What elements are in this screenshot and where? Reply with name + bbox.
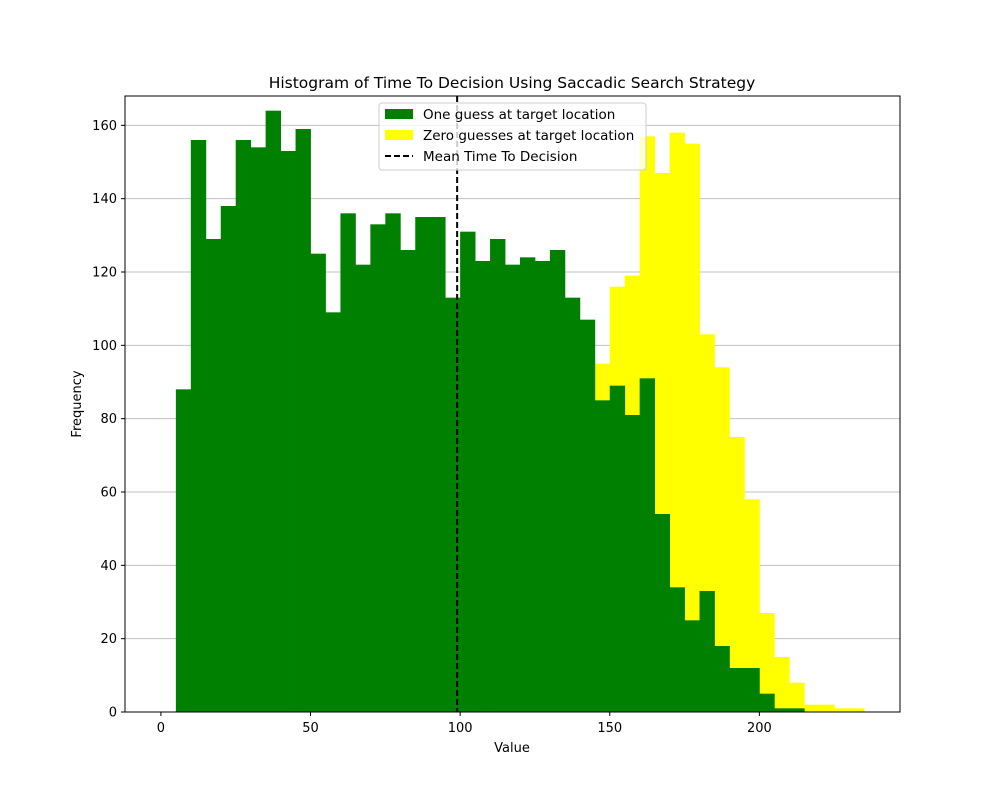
histogram-bar xyxy=(624,415,641,712)
histogram-bar xyxy=(564,297,581,712)
legend-label-zero-guesses: Zero guesses at target location xyxy=(423,128,634,144)
histogram-bar xyxy=(699,591,715,712)
histogram-bar xyxy=(759,693,775,712)
histogram-bar xyxy=(310,253,326,712)
legend: One guess at target location Zero guesse… xyxy=(378,102,647,171)
histogram-bar xyxy=(505,264,521,712)
histogram-bar xyxy=(804,704,820,712)
histogram-bar xyxy=(355,264,371,712)
y-tick-label: 60 xyxy=(100,486,117,501)
histogram-bar xyxy=(295,129,311,712)
histogram-bar xyxy=(220,206,237,712)
x-tick-label: 100 xyxy=(448,721,473,736)
legend-label-one-guess: One guess at target location xyxy=(423,107,615,123)
histogram-bar xyxy=(789,682,805,712)
histogram-bar xyxy=(280,151,296,712)
chart-title: Histogram of Time To Decision Using Sacc… xyxy=(269,74,756,92)
y-tick-label: 0 xyxy=(109,706,117,721)
histogram-bar xyxy=(729,668,745,712)
histogram-bar xyxy=(669,132,685,712)
histogram-bar xyxy=(490,239,506,712)
histogram-bar xyxy=(609,385,626,712)
histogram-bar xyxy=(250,147,267,713)
histogram-bar xyxy=(235,140,252,712)
histogram-bar xyxy=(774,657,790,712)
plot-frame xyxy=(124,95,901,713)
y-tick-label: 20 xyxy=(100,632,117,647)
histogram-bar xyxy=(639,378,656,712)
histogram-bar xyxy=(534,261,551,712)
histogram-bar xyxy=(519,257,536,712)
x-tick-label: 150 xyxy=(597,721,622,736)
legend-label-mean-line: Mean Time To Decision xyxy=(423,149,577,165)
histogram-bar xyxy=(400,250,416,712)
histogram-bar xyxy=(430,217,446,712)
histogram-bar xyxy=(205,239,222,712)
x-tick-label: 50 xyxy=(302,721,319,736)
legend-box xyxy=(378,102,647,171)
histogram-bar xyxy=(175,389,192,712)
histogram-bar xyxy=(460,231,476,712)
histogram-bar xyxy=(325,312,341,712)
histogram-bar xyxy=(654,514,670,712)
x-tick-label: 200 xyxy=(747,721,772,736)
histogram-bar xyxy=(849,708,865,712)
histogram-bars xyxy=(175,110,865,713)
x-tick-label: 0 xyxy=(157,721,165,736)
histogram-bar xyxy=(579,319,596,712)
histogram-bar xyxy=(744,499,760,712)
histogram-bar xyxy=(669,587,685,712)
histogram-bar xyxy=(475,261,491,712)
histogram-bar xyxy=(190,140,207,712)
legend-swatch-one-guess xyxy=(385,109,413,119)
histogram-bar xyxy=(774,708,790,712)
y-tick-label: 100 xyxy=(92,339,117,354)
histogram-bar xyxy=(370,224,386,713)
y-tick-label: 120 xyxy=(92,266,117,281)
y-tick-label: 140 xyxy=(92,192,117,207)
histogram-bar xyxy=(729,437,745,712)
histogram-bar xyxy=(744,668,760,712)
histogram-bar xyxy=(385,213,401,713)
histogram-bar xyxy=(340,213,356,713)
histogram-bar xyxy=(789,708,805,712)
y-axis-label: Frequency xyxy=(70,370,85,437)
y-tick-label: 40 xyxy=(100,559,117,574)
histogram-bar xyxy=(834,708,850,712)
histogram-bar xyxy=(549,250,566,712)
histogram-bar xyxy=(684,143,700,712)
histogram-bar xyxy=(714,646,730,712)
histogram-bar xyxy=(445,297,461,712)
histogram-bar xyxy=(759,613,775,712)
x-axis-ticks: 0 50 100 150 200 xyxy=(157,712,772,736)
histogram-bar xyxy=(415,217,431,712)
y-axis-ticks: 0 20 40 60 80 100 120 140 160 xyxy=(92,119,125,721)
histogram-bar xyxy=(819,704,835,712)
histogram-bar xyxy=(714,367,730,712)
x-axis-label: Value xyxy=(494,741,530,756)
histogram-bar xyxy=(594,400,611,712)
series-one-guess xyxy=(175,110,805,713)
histogram-bar xyxy=(265,110,281,712)
legend-swatch-zero-guesses xyxy=(385,130,413,140)
histogram-bar xyxy=(684,620,700,712)
y-tick-label: 80 xyxy=(100,412,117,427)
y-tick-label: 160 xyxy=(92,119,117,134)
